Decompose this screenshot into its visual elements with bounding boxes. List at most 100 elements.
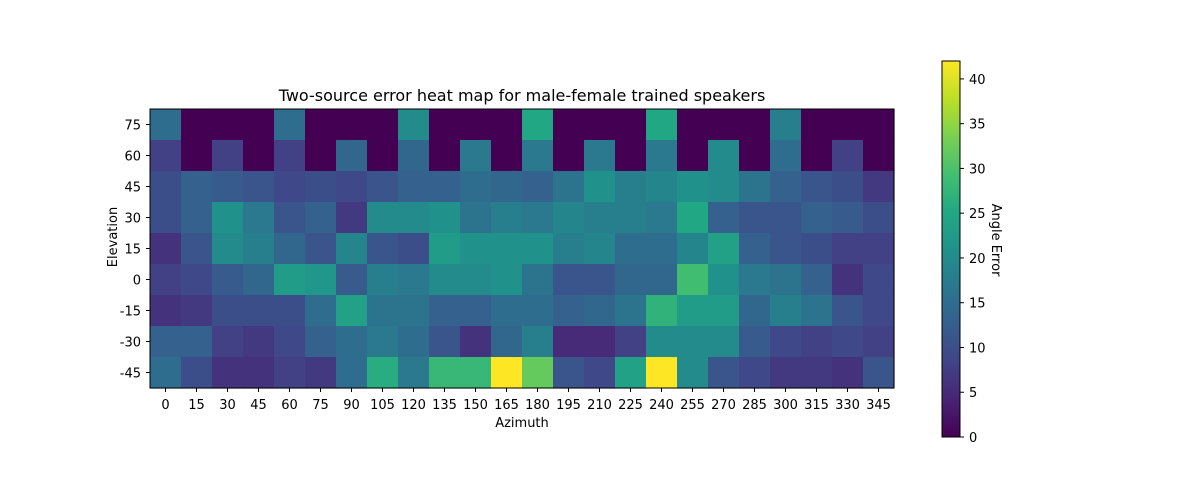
heatmap-cell (863, 357, 895, 389)
heatmap-cell (336, 326, 368, 358)
colorbar-tick-label: 0 (969, 431, 977, 446)
colorbar-tick-label: 35 (969, 118, 986, 133)
heatmap-cell (336, 357, 368, 389)
heatmap-cell (460, 109, 492, 141)
heatmap-cell (832, 326, 864, 358)
heatmap-cell (677, 326, 709, 358)
heatmap-cell (336, 264, 368, 296)
y-tick-label: -15 (120, 305, 141, 320)
heatmap-cell (646, 109, 678, 141)
heatmap-cell (367, 264, 399, 296)
heatmap-cell (646, 233, 678, 265)
heatmap-cell (429, 326, 461, 358)
heatmap-cell (832, 171, 864, 203)
heatmap-cell (460, 264, 492, 296)
x-tick-label: 330 (835, 398, 860, 413)
heatmap-cell (646, 171, 678, 203)
heatmap-cell (367, 171, 399, 203)
heatmap-cell (553, 202, 585, 234)
heatmap-cell (181, 326, 213, 358)
heatmap-cell (553, 171, 585, 203)
heatmap-cell (770, 233, 802, 265)
heatmap-cell (615, 171, 647, 203)
heatmap-cell (460, 357, 492, 389)
heatmap-cell (367, 140, 399, 172)
x-axis-ticks: 0 15 30 45 60 75 90 105 120 135 150 165 180 195 210 225… (161, 388, 891, 413)
heatmap-cell (770, 326, 802, 358)
heatmap-cell (553, 109, 585, 141)
heatmap-cell (274, 264, 306, 296)
heatmap-cell (615, 202, 647, 234)
heatmap-cell (429, 264, 461, 296)
heatmap-cell (801, 264, 833, 296)
x-tick-label: 105 (370, 398, 395, 413)
heatmap-cell (429, 295, 461, 327)
heatmap-cell (739, 326, 771, 358)
x-tick-label: 150 (463, 398, 488, 413)
heatmap-cell (398, 171, 430, 203)
heatmap-cell (770, 357, 802, 389)
heatmap-cell (615, 233, 647, 265)
heatmap-cell (646, 140, 678, 172)
heatmap-cell (491, 233, 523, 265)
heatmap-cell (305, 326, 337, 358)
heatmap-cell (677, 109, 709, 141)
heatmap-cell (584, 357, 616, 389)
y-tick-label: 75 (124, 119, 141, 134)
heatmap-cell (522, 171, 554, 203)
heatmap-cell (584, 295, 616, 327)
heatmap-cell (553, 326, 585, 358)
heatmap-cell (522, 109, 554, 141)
y-tick-label: -45 (120, 367, 141, 382)
x-tick-label: 270 (711, 398, 736, 413)
heatmap-cell (150, 202, 182, 234)
heatmap-cell (305, 109, 337, 141)
heatmap-cells (150, 109, 895, 389)
heatmap-cell (305, 357, 337, 389)
y-tick-label: 0 (133, 274, 141, 289)
heatmap-cell (274, 109, 306, 141)
heatmap-cell (522, 264, 554, 296)
x-tick-label: 165 (494, 398, 519, 413)
heatmap-cell (243, 233, 275, 265)
heatmap-cell (708, 295, 740, 327)
colorbar-tick-label: 30 (969, 162, 986, 177)
heatmap-cell (770, 295, 802, 327)
heatmap-cell (367, 357, 399, 389)
heatmap-cell (181, 140, 213, 172)
heatmap-cell (832, 295, 864, 327)
x-axis-label: Azimuth (495, 416, 549, 431)
heatmap-cell (212, 357, 244, 389)
heatmap-cell (150, 326, 182, 358)
heatmap-cell (491, 109, 523, 141)
heatmap-cell (429, 171, 461, 203)
heatmap-cell (150, 171, 182, 203)
heatmap-cell (243, 171, 275, 203)
heatmap-cell (305, 202, 337, 234)
heatmap-cell (801, 202, 833, 234)
heatmap-cell (677, 140, 709, 172)
heatmap-cell (274, 140, 306, 172)
x-tick-label: 180 (525, 398, 550, 413)
heatmap-cell (243, 109, 275, 141)
heatmap-cell (801, 295, 833, 327)
x-tick-label: 120 (401, 398, 426, 413)
heatmap-cell (739, 202, 771, 234)
y-tick-label: 30 (124, 212, 141, 227)
heatmap-cell (708, 202, 740, 234)
heatmap-cell (832, 109, 864, 141)
x-tick-label: 300 (773, 398, 798, 413)
heatmap-cell (305, 233, 337, 265)
heatmap-cell (863, 202, 895, 234)
heatmap-cell (491, 140, 523, 172)
heatmap-cell (274, 357, 306, 389)
heatmap-cell (801, 326, 833, 358)
heatmap-cell (274, 202, 306, 234)
heatmap-cell (739, 140, 771, 172)
heatmap-cell (460, 171, 492, 203)
y-tick-label: 15 (124, 243, 141, 258)
heatmap-cell (708, 326, 740, 358)
heatmap-cell (150, 233, 182, 265)
heatmap-cell (770, 109, 802, 141)
